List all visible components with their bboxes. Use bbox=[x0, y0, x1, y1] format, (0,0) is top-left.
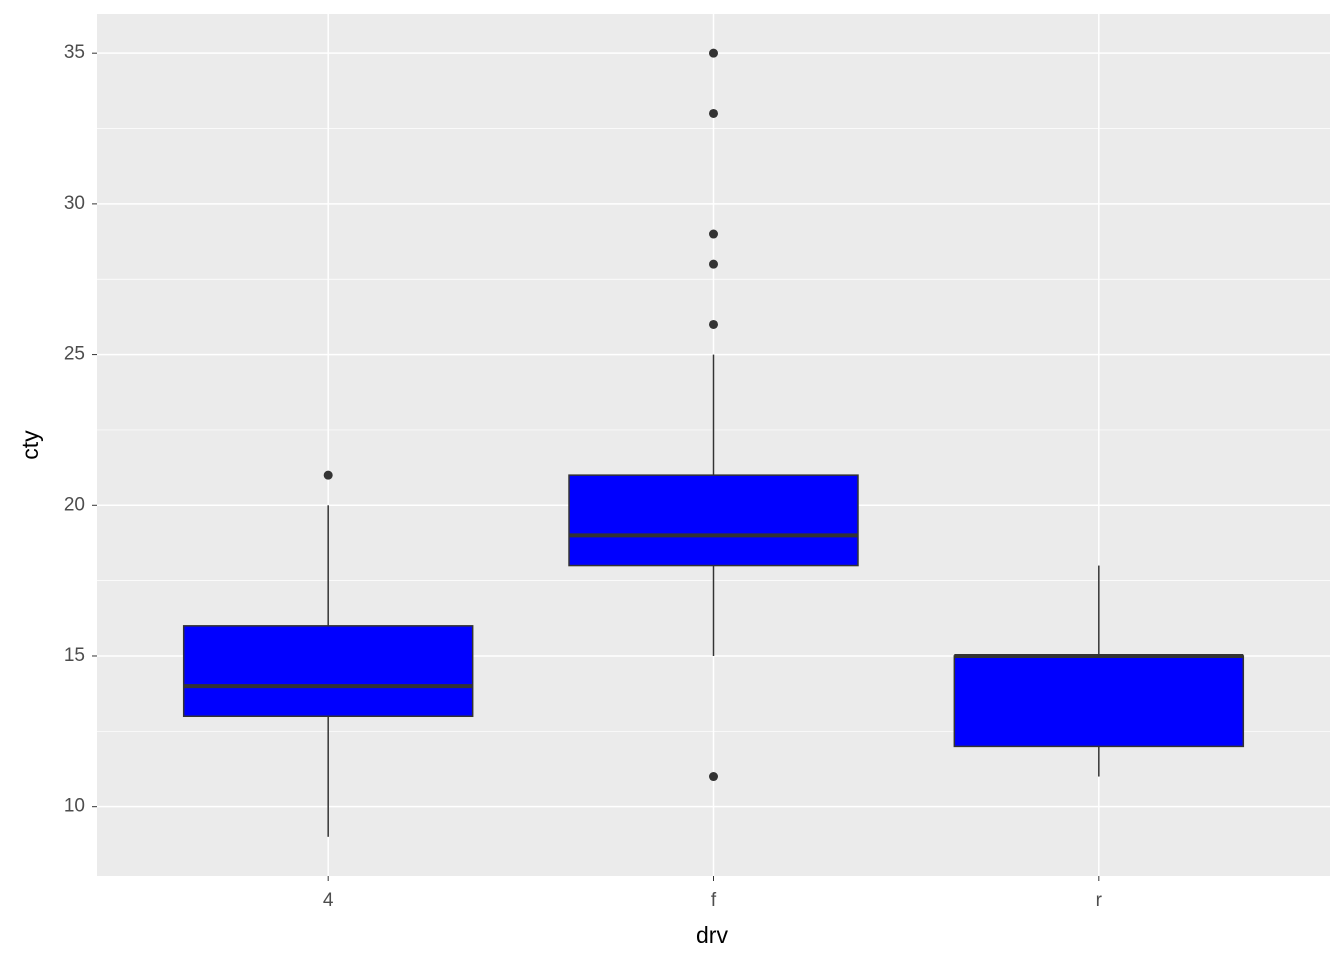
outlier bbox=[709, 319, 718, 329]
outlier bbox=[709, 229, 718, 239]
y-tick-label: 25 bbox=[64, 344, 85, 365]
outlier bbox=[709, 772, 718, 782]
y-tick-label: 20 bbox=[64, 494, 85, 515]
box bbox=[568, 474, 859, 567]
y-tick-label: 35 bbox=[64, 42, 85, 63]
x-tick-label: 4 bbox=[323, 890, 334, 911]
y-tick-label: 10 bbox=[64, 796, 85, 817]
box bbox=[182, 625, 474, 718]
box bbox=[953, 655, 1245, 748]
x-axis-title: drv bbox=[696, 922, 728, 948]
outlier bbox=[709, 48, 718, 58]
x-tick-label: r bbox=[1096, 890, 1103, 911]
x-tick-label: f bbox=[711, 890, 717, 911]
y-axis-title: cty bbox=[17, 430, 43, 460]
outlier bbox=[709, 259, 718, 269]
outlier bbox=[323, 470, 333, 480]
outlier bbox=[709, 108, 718, 118]
y-tick-label: 30 bbox=[64, 193, 85, 214]
y-tick-label: 15 bbox=[64, 645, 85, 666]
